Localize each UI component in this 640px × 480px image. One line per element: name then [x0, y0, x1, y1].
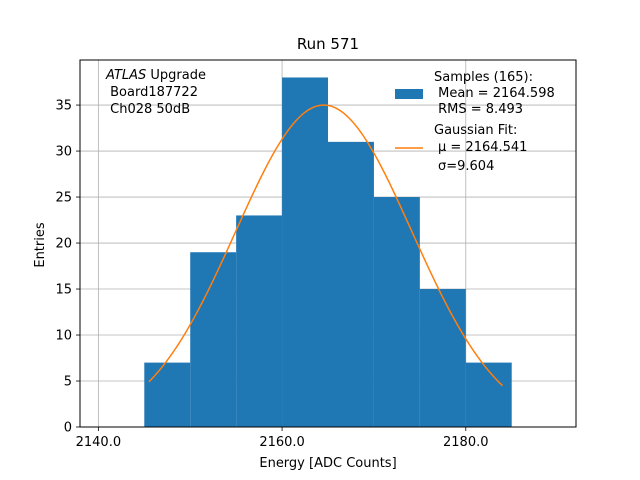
histogram-bar-4	[328, 141, 374, 427]
legend-hist-line-1: Samples (165):	[434, 70, 533, 85]
legend-fit-line-1: Gaussian Fit:	[434, 123, 517, 138]
x-tick-label-0: 2140.0	[76, 435, 122, 450]
legend-fit-line-2: μ = 2164.541	[438, 140, 527, 155]
y-tick-label-1: 5	[64, 375, 72, 390]
y-tick-label-2: 10	[55, 329, 72, 344]
y-tick-label-7: 35	[55, 99, 72, 114]
annotation-atlas: ATLAS	[105, 68, 146, 83]
y-axis-label: Entries	[33, 222, 48, 268]
legend-hist-swatch	[395, 89, 423, 99]
x-tick-label-1: 2160.0	[259, 435, 305, 450]
legend: Samples (165): Mean = 2164.598 RMS = 8.4…	[395, 70, 555, 174]
y-tick-label-4: 20	[55, 237, 72, 252]
histogram-bar-1	[190, 252, 237, 427]
histogram-bar-0	[144, 362, 191, 427]
x-axis-ticks: 2140.0 2160.0 2180.0	[76, 427, 489, 450]
legend-hist-line-3: RMS = 8.493	[434, 102, 523, 117]
histogram-bar-7	[465, 362, 512, 427]
annotation-line-2: Board187722	[106, 85, 198, 100]
legend-fit-line-3: σ=9.604	[438, 159, 494, 174]
histogram-bar-3	[282, 77, 328, 427]
histogram-bars	[144, 77, 512, 427]
histogram-bar-2	[236, 215, 283, 427]
atlas-annotation: ATLAS Upgrade Board187722 Ch028 50dB	[105, 68, 206, 117]
y-tick-label-5: 25	[55, 191, 72, 206]
x-axis-label: Energy [ADC Counts]	[259, 456, 396, 471]
fit-curve-group	[148, 104, 504, 387]
x-tick-label-2: 2180.0	[443, 435, 489, 450]
plot-frame	[79, 59, 577, 428]
chart-title: Run 571	[297, 35, 359, 53]
y-tick-label-3: 15	[55, 283, 72, 298]
y-axis-ticks: 0 5 10 15 20 25 30 35	[55, 99, 80, 436]
annotation-line-1: ATLAS Upgrade	[105, 68, 206, 83]
legend-hist-line-2: Mean = 2164.598	[434, 86, 555, 101]
y-tick-label-6: 30	[55, 145, 72, 160]
gaussian-fit-curve	[148, 104, 504, 387]
histogram-bar-6	[419, 289, 466, 427]
histogram-bar-5	[373, 197, 420, 427]
annotation-upgrade: Upgrade	[146, 68, 206, 83]
y-tick-label-0: 0	[64, 421, 72, 436]
annotation-line-3: Ch028 50dB	[106, 102, 190, 117]
